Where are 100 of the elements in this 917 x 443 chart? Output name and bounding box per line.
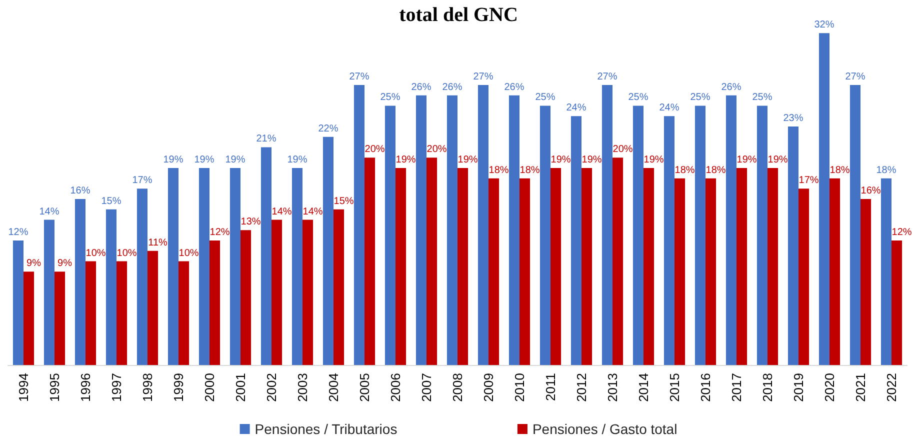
data-label: 12%: [892, 227, 912, 238]
data-label: 14%: [272, 206, 292, 218]
bar: [850, 84, 860, 365]
data-label: 25%: [535, 92, 556, 104]
x-tick-label: 1997: [109, 373, 124, 402]
data-label: 20%: [426, 144, 447, 156]
data-label: 11%: [148, 237, 168, 248]
data-label: 15%: [334, 196, 354, 207]
bar: [582, 168, 592, 365]
data-label: 18%: [488, 164, 509, 176]
data-label: 21%: [256, 134, 276, 145]
data-label: 19%: [396, 154, 416, 166]
x-tick-label: 2010: [512, 373, 527, 402]
bar: [322, 136, 334, 365]
x-tick-label: 2001: [233, 373, 248, 402]
bar: [706, 178, 716, 365]
data-label: 32%: [814, 20, 834, 31]
data-label: 26%: [721, 82, 742, 93]
data-label: 24%: [659, 102, 680, 114]
bar: [148, 250, 158, 365]
x-tick-label: 2015: [667, 373, 682, 402]
data-label: 9%: [58, 258, 72, 270]
x-tick-label: 2014: [636, 373, 651, 402]
bar: [694, 106, 706, 365]
bar: [178, 261, 190, 365]
x-tick-label: 1998: [140, 373, 155, 402]
bar: [168, 168, 178, 365]
x-tick-label: 2008: [450, 373, 465, 402]
data-label: 20%: [364, 144, 385, 156]
bar: [240, 230, 252, 365]
data-label: 16%: [860, 186, 881, 197]
bar: [198, 168, 210, 365]
bar: [384, 106, 396, 365]
x-tick-label: 1994: [16, 373, 31, 402]
x-tick-label: 2011: [543, 373, 558, 401]
bar: [550, 168, 562, 365]
x-tick-label: 2002: [264, 373, 279, 402]
bar: [230, 168, 240, 365]
data-label: 25%: [752, 92, 772, 104]
bar: [44, 220, 54, 365]
data-label: 20%: [612, 144, 633, 156]
data-label: 19%: [550, 154, 571, 166]
data-label: 19%: [194, 154, 214, 166]
bar: [12, 240, 24, 365]
data-label: 10%: [86, 248, 106, 259]
data-label: 16%: [70, 186, 90, 197]
bar: [24, 272, 34, 365]
bar: [880, 178, 892, 365]
bar: [426, 158, 438, 365]
x-tick-label: 2016: [698, 373, 713, 402]
x-tick-label: 2007: [419, 373, 434, 402]
bar: [768, 168, 778, 365]
legend-label: Pensiones / Gasto total: [532, 421, 678, 437]
data-label: 14%: [39, 206, 60, 218]
data-label: 25%: [690, 92, 710, 104]
data-label: 10%: [178, 248, 199, 259]
data-label: 22%: [318, 123, 338, 134]
bar: [478, 84, 488, 365]
x-tick-label: 2018: [760, 373, 775, 402]
x-tick-label: 2012: [574, 373, 589, 402]
bar: [736, 168, 748, 365]
bar: [302, 220, 314, 365]
x-tick-label: 2003: [295, 373, 310, 402]
data-label: 12%: [210, 227, 230, 238]
data-label: 26%: [411, 82, 432, 93]
data-label: 24%: [566, 102, 586, 114]
data-label: 18%: [674, 164, 695, 176]
data-label: 18%: [830, 164, 850, 176]
bar: [292, 168, 302, 365]
bar: [520, 178, 530, 365]
bar: [818, 33, 830, 365]
bar: [210, 240, 220, 365]
data-label: 27%: [845, 71, 866, 82]
x-tick-label: 2000: [202, 373, 217, 402]
bar: [488, 178, 500, 365]
x-tick-label: 2006: [388, 373, 403, 402]
bar: [116, 261, 128, 365]
data-label: 9%: [26, 258, 42, 270]
bar: [354, 84, 364, 365]
bar: [540, 106, 550, 365]
data-label: 15%: [101, 196, 122, 207]
bar: [416, 95, 426, 365]
x-tick-label: 2005: [357, 373, 372, 402]
data-label: 12%: [8, 227, 28, 238]
bar: [892, 240, 902, 365]
data-label: 25%: [380, 92, 400, 104]
bar: [508, 95, 520, 365]
bar: [446, 95, 458, 365]
x-tick-label: 2009: [481, 373, 496, 402]
bar: [788, 126, 798, 365]
data-label: 18%: [876, 164, 896, 176]
data-label: 27%: [473, 71, 494, 82]
x-tick-label: 2004: [326, 373, 341, 402]
bar: [458, 168, 468, 365]
bar: [830, 178, 840, 365]
data-label: 17%: [798, 175, 819, 186]
bar: [106, 209, 116, 365]
x-tick-label: 2017: [729, 373, 744, 402]
bar: [602, 84, 612, 365]
data-label: 23%: [783, 112, 804, 124]
